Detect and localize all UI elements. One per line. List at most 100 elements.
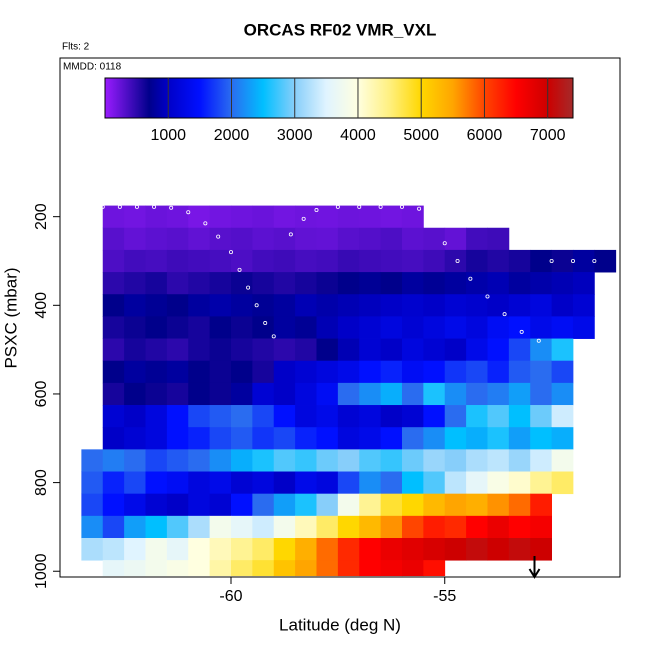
heat-cell (401, 515, 424, 539)
track-point (271, 334, 276, 339)
heat-cell (316, 493, 339, 517)
heat-cell (145, 405, 168, 428)
heat-cell (209, 493, 232, 517)
chart-title: ORCAS RF02 VMR_VXL (244, 20, 437, 39)
heat-cell (145, 449, 168, 472)
heat-cell (316, 360, 339, 384)
heat-cell (530, 515, 553, 539)
heat-cell (230, 249, 253, 273)
heat-cell (316, 316, 339, 339)
heat-cell (359, 382, 382, 406)
heat-cell (252, 537, 275, 561)
colorbar-tick-label: 3000 (277, 127, 313, 144)
heat-cell (102, 560, 125, 577)
heat-cell (102, 405, 125, 428)
heat-cell (401, 471, 424, 495)
heat-cell (295, 537, 317, 561)
heat-cell (188, 205, 211, 229)
heat-cell (423, 405, 446, 428)
heat-cell (252, 294, 275, 317)
track-point (485, 294, 490, 299)
track-point (288, 232, 293, 237)
heat-cell (124, 537, 146, 561)
heat-cell (444, 316, 467, 339)
track-point (502, 312, 507, 317)
heat-cell (530, 272, 553, 295)
track-point (237, 267, 242, 272)
heat-cell (466, 537, 488, 561)
heat-cell (487, 537, 510, 561)
heat-cell (273, 294, 296, 317)
heat-cell (487, 515, 510, 539)
annotation: Flts: 2 (62, 42, 90, 53)
heat-cell (230, 227, 253, 251)
heat-cell (487, 249, 510, 273)
heat-cell (295, 294, 317, 317)
heat-cell (209, 427, 232, 450)
heat-cell (102, 227, 125, 251)
colorbar-tick-label: 6000 (467, 127, 503, 144)
heat-cell (102, 471, 125, 495)
heat-cell (230, 427, 253, 450)
colorbar (104, 77, 574, 119)
heat-cell (487, 471, 510, 495)
heat-cell (295, 560, 317, 577)
y-axis-label: PSXC (mbar) (1, 267, 20, 368)
heat-cell (145, 382, 168, 406)
heat-cell (316, 471, 339, 495)
colorbar-tick-label: 2000 (214, 127, 250, 144)
heat-cell (337, 249, 360, 273)
heat-cell (572, 249, 595, 273)
heat-cell (380, 294, 403, 317)
heat-cell (209, 360, 232, 384)
heat-cell (273, 272, 296, 295)
heat-cell (380, 227, 403, 251)
heat-cell (295, 338, 317, 362)
heat-cell (444, 427, 467, 450)
heat-cell (166, 537, 189, 561)
heat-cell (209, 272, 232, 295)
heat-cell (188, 227, 211, 251)
colorbar-tick-label: 4000 (340, 127, 376, 144)
heat-cell (230, 515, 253, 539)
heat-cell (188, 471, 211, 495)
heat-cell (337, 449, 360, 472)
heat-cell (359, 493, 382, 517)
heat-cell (188, 338, 211, 362)
heat-cell (145, 249, 168, 273)
heat-cell (295, 493, 317, 517)
heat-cell (252, 427, 275, 450)
heat-cell (273, 537, 296, 561)
heat-cell (102, 338, 125, 362)
heat-cell (551, 338, 574, 362)
heat-cell (316, 515, 339, 539)
heat-cell (401, 205, 424, 229)
heat-cell (102, 537, 125, 561)
heat-cell (466, 471, 488, 495)
heat-cell (124, 294, 146, 317)
heat-cell (508, 471, 531, 495)
x-tick-label: -60 (219, 588, 242, 605)
track-point (203, 221, 208, 226)
heat-cell (466, 227, 488, 251)
heat-cell (551, 249, 574, 273)
heat-cell (295, 382, 317, 406)
heat-cell (337, 227, 360, 251)
heat-cell (188, 493, 211, 517)
heat-cell (209, 537, 232, 561)
track-point (152, 204, 157, 209)
heat-cell (295, 360, 317, 384)
x-axis-label: Latitude (deg N) (279, 615, 401, 634)
heat-cell (380, 515, 403, 539)
heat-cell (316, 272, 339, 295)
track-point (455, 258, 460, 263)
heat-cell (209, 449, 232, 472)
heat-cell (487, 493, 510, 517)
track-point (536, 338, 541, 343)
heat-cell (81, 493, 104, 517)
heat-cell (401, 449, 424, 472)
heat-cell (124, 227, 146, 251)
heat-cell (124, 360, 146, 384)
heat-cell (380, 471, 403, 495)
heat-cell (359, 449, 382, 472)
